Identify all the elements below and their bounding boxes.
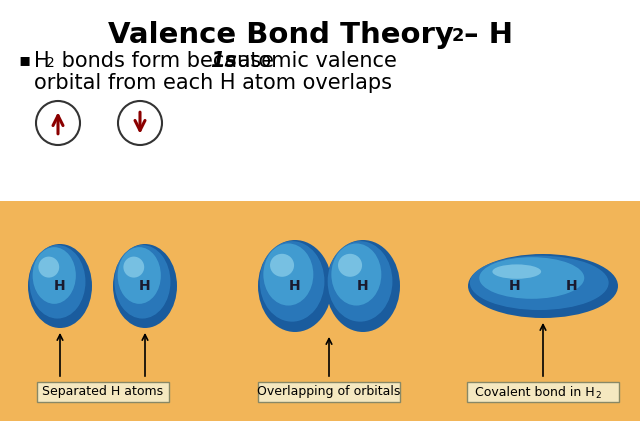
Text: H: H — [54, 279, 66, 293]
Text: 2: 2 — [452, 27, 465, 45]
Ellipse shape — [38, 257, 59, 277]
FancyBboxPatch shape — [467, 382, 619, 402]
Text: Valence Bond Theory – H: Valence Bond Theory – H — [108, 21, 513, 49]
Text: Overlapping of orbitals: Overlapping of orbitals — [257, 386, 401, 399]
Ellipse shape — [328, 241, 392, 322]
Ellipse shape — [338, 254, 362, 277]
Text: H: H — [139, 279, 151, 293]
FancyBboxPatch shape — [36, 382, 168, 402]
Text: 2: 2 — [595, 392, 600, 400]
Text: H: H — [509, 279, 520, 293]
Ellipse shape — [124, 257, 144, 277]
Text: 1s: 1s — [210, 51, 237, 71]
Text: bonds form because: bonds form because — [55, 51, 280, 71]
Ellipse shape — [33, 247, 76, 304]
Text: H: H — [289, 279, 301, 293]
Ellipse shape — [479, 257, 584, 299]
Text: orbital from each H atom overlaps: orbital from each H atom overlaps — [34, 73, 392, 93]
Ellipse shape — [326, 240, 400, 332]
Ellipse shape — [332, 243, 381, 306]
FancyBboxPatch shape — [258, 382, 400, 402]
Ellipse shape — [28, 244, 92, 328]
Ellipse shape — [118, 247, 161, 304]
Ellipse shape — [115, 245, 170, 319]
Ellipse shape — [468, 254, 618, 318]
Ellipse shape — [270, 254, 294, 277]
Bar — [0, 201, 640, 421]
Ellipse shape — [492, 264, 541, 279]
Ellipse shape — [113, 244, 177, 328]
Text: 2: 2 — [46, 56, 55, 70]
Text: H: H — [34, 51, 50, 71]
Text: H: H — [566, 279, 577, 293]
Text: Covalent bond in H: Covalent bond in H — [475, 386, 595, 399]
Ellipse shape — [470, 256, 609, 310]
Ellipse shape — [29, 245, 86, 319]
Text: ▪: ▪ — [18, 51, 30, 69]
Bar — [0, 0, 640, 201]
Ellipse shape — [258, 240, 332, 332]
Text: H: H — [357, 279, 369, 293]
Ellipse shape — [260, 241, 324, 322]
Ellipse shape — [264, 243, 314, 306]
Text: Separated H atoms: Separated H atoms — [42, 386, 163, 399]
Text: atomic valence: atomic valence — [231, 51, 397, 71]
